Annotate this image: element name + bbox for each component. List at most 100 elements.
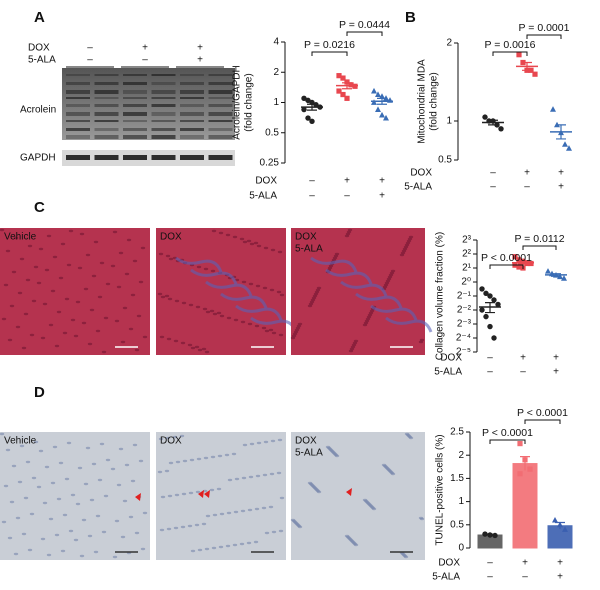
condition-label: DOX — [28, 43, 50, 54]
cell — [297, 322, 303, 326]
cell — [307, 304, 313, 308]
cell — [31, 476, 37, 480]
cell — [381, 463, 387, 467]
cell — [89, 308, 95, 312]
cell — [346, 230, 352, 234]
cell — [136, 314, 142, 318]
cell — [105, 282, 111, 286]
data-point — [524, 260, 530, 267]
cell — [68, 229, 74, 233]
data-point — [487, 532, 493, 538]
data-point — [561, 275, 567, 281]
cell — [56, 310, 62, 314]
blot-band — [180, 128, 204, 131]
cell — [363, 321, 369, 325]
cell — [202, 307, 208, 311]
panel-label: C — [34, 199, 45, 216]
blot-band — [123, 90, 147, 94]
blot-band — [123, 82, 147, 85]
cell — [389, 271, 395, 275]
cell — [166, 337, 172, 341]
cell — [255, 474, 261, 478]
cell — [313, 292, 319, 296]
cell — [231, 452, 237, 456]
y-tick-label: 1 — [446, 116, 452, 127]
cell — [219, 512, 225, 516]
cell — [261, 326, 267, 330]
cell — [247, 322, 253, 326]
condition-sign: + — [557, 558, 563, 569]
y-tick-label: 2² — [462, 249, 472, 260]
y-tick-label: 2⁻⁵ — [456, 347, 471, 358]
significance-bracket — [489, 439, 526, 444]
data-point — [516, 52, 522, 58]
cell — [85, 253, 91, 257]
data-point — [550, 106, 556, 112]
cell — [382, 285, 388, 289]
cell — [295, 326, 301, 330]
fibrosis — [235, 304, 283, 321]
image-label: DOX — [160, 436, 182, 447]
data-point — [371, 99, 377, 105]
cell — [263, 440, 269, 444]
cell — [38, 247, 44, 251]
cell — [70, 318, 76, 322]
y-tick-label: 0.25 — [260, 158, 280, 169]
data-point — [375, 91, 381, 97]
cell — [132, 259, 138, 263]
cell — [204, 350, 210, 354]
cell — [366, 315, 372, 319]
data-point — [490, 118, 496, 124]
cell — [310, 298, 316, 302]
cell — [29, 512, 35, 516]
cell — [233, 318, 239, 322]
cell — [195, 490, 201, 494]
data-point — [301, 95, 307, 102]
cell — [271, 331, 277, 335]
y-tick-label: 2⁻² — [457, 305, 472, 316]
cell — [130, 293, 136, 297]
condition-sign: + — [197, 43, 203, 54]
significance-bracket — [526, 34, 562, 39]
cell — [242, 443, 248, 447]
cell — [211, 546, 217, 550]
cell — [253, 540, 259, 544]
image-label: Vehicle — [4, 232, 37, 243]
cell — [332, 256, 338, 260]
cell — [181, 301, 187, 305]
cell — [278, 529, 284, 533]
blot-band — [123, 97, 147, 99]
cell — [120, 535, 126, 539]
cell — [21, 346, 27, 350]
cell — [279, 293, 285, 297]
p-value: P = 0.0216 — [304, 39, 355, 51]
blot-band — [123, 135, 147, 139]
cell — [3, 283, 9, 287]
data-point — [562, 526, 568, 532]
blot-band — [94, 120, 119, 122]
cell — [122, 499, 128, 503]
y-axis-label: (fold change) — [244, 73, 255, 131]
condition-label: DOX — [255, 176, 277, 187]
cell — [33, 265, 39, 269]
data-point — [552, 516, 558, 523]
data-point — [517, 471, 523, 477]
cell — [224, 453, 230, 457]
cell — [419, 338, 425, 342]
data-point — [483, 290, 489, 297]
data-point — [348, 82, 354, 88]
cell — [0, 432, 5, 436]
blot-band — [94, 128, 119, 131]
data-point — [491, 335, 497, 341]
condition-sign: – — [344, 191, 350, 202]
data-point — [512, 254, 518, 260]
cell — [126, 238, 132, 242]
micrograph — [291, 432, 425, 560]
significance-bracket — [492, 51, 528, 56]
blot-band — [151, 104, 176, 107]
condition-sign: + — [558, 168, 564, 179]
cell — [311, 296, 317, 300]
cell — [387, 275, 393, 279]
y-tick-label: 2.5 — [450, 427, 464, 438]
y-tick-label: 2 — [446, 38, 452, 49]
